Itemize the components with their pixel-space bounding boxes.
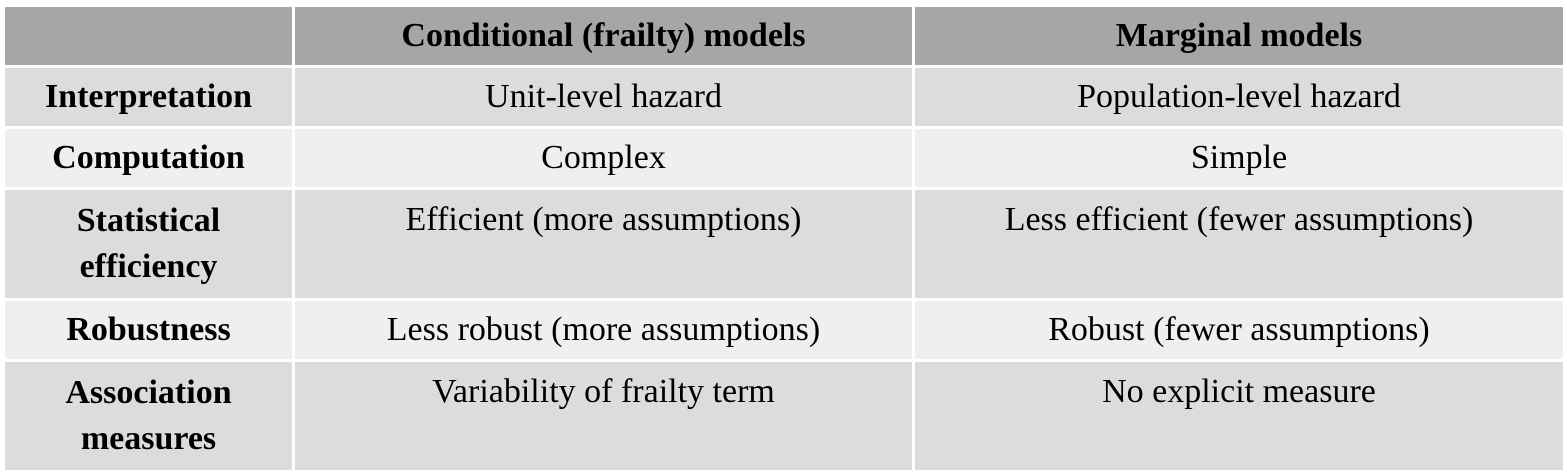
table-row: Computation Complex Simple	[2, 126, 1566, 190]
cell-marginal-robustness: Robust (fewer assumptions)	[912, 298, 1566, 362]
header-corner-cell	[2, 4, 295, 68]
row-label-interpretation: Interpretation	[2, 65, 295, 129]
header-marginal-models: Marginal models	[912, 4, 1566, 68]
cell-conditional-association: Variability of frailty term	[292, 359, 915, 473]
row-label-computation: Computation	[2, 126, 295, 190]
cell-conditional-robustness: Less robust (more assumptions)	[292, 298, 915, 362]
table-row: Statistical efficiency Efficient (more a…	[2, 187, 1566, 301]
row-label-association-measures: Association measures	[2, 359, 295, 473]
cell-marginal-association: No explicit measure	[912, 359, 1566, 473]
comparison-table: Conditional (frailty) models Marginal mo…	[2, 4, 1566, 473]
row-label-line: measures	[80, 420, 217, 457]
table-row: Robustness Less robust (more assumptions…	[2, 298, 1566, 362]
row-label-statistical-efficiency: Statistical efficiency	[2, 187, 295, 301]
cell-conditional-efficiency: Efficient (more assumptions)	[292, 187, 915, 301]
comparison-table-container: Conditional (frailty) models Marginal mo…	[2, 4, 1566, 473]
table-header: Conditional (frailty) models Marginal mo…	[2, 4, 1566, 68]
cell-conditional-interpretation: Unit-level hazard	[292, 65, 915, 129]
table-body: Interpretation Unit-level hazard Populat…	[2, 65, 1566, 473]
row-label-line: Statistical	[76, 202, 221, 239]
header-row: Conditional (frailty) models Marginal mo…	[2, 4, 1566, 68]
cell-marginal-efficiency: Less efficient (fewer assumptions)	[912, 187, 1566, 301]
cell-marginal-computation: Simple	[912, 126, 1566, 190]
header-conditional-models: Conditional (frailty) models	[292, 4, 915, 68]
table-row: Interpretation Unit-level hazard Populat…	[2, 65, 1566, 129]
row-label-line: Association	[65, 374, 232, 411]
cell-conditional-computation: Complex	[292, 126, 915, 190]
cell-marginal-interpretation: Population-level hazard	[912, 65, 1566, 129]
table-row: Association measures Variability of frai…	[2, 359, 1566, 473]
row-label-robustness: Robustness	[2, 298, 295, 362]
row-label-line: efficiency	[79, 248, 218, 285]
